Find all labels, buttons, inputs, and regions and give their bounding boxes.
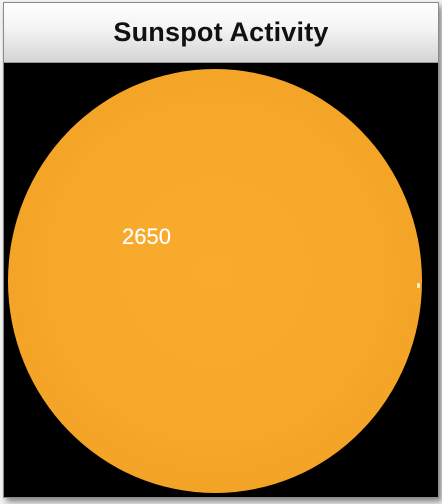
sun-disk bbox=[8, 69, 422, 493]
sunspot-region-label: 2650 bbox=[122, 224, 171, 249]
widget-header: Sunspot Activity bbox=[4, 3, 438, 63]
limb-bright-spot bbox=[417, 283, 420, 288]
sunspot-widget: Sunspot Activity 2650 bbox=[3, 2, 439, 498]
widget-title: Sunspot Activity bbox=[113, 17, 329, 47]
solar-image: 2650 bbox=[4, 63, 438, 497]
